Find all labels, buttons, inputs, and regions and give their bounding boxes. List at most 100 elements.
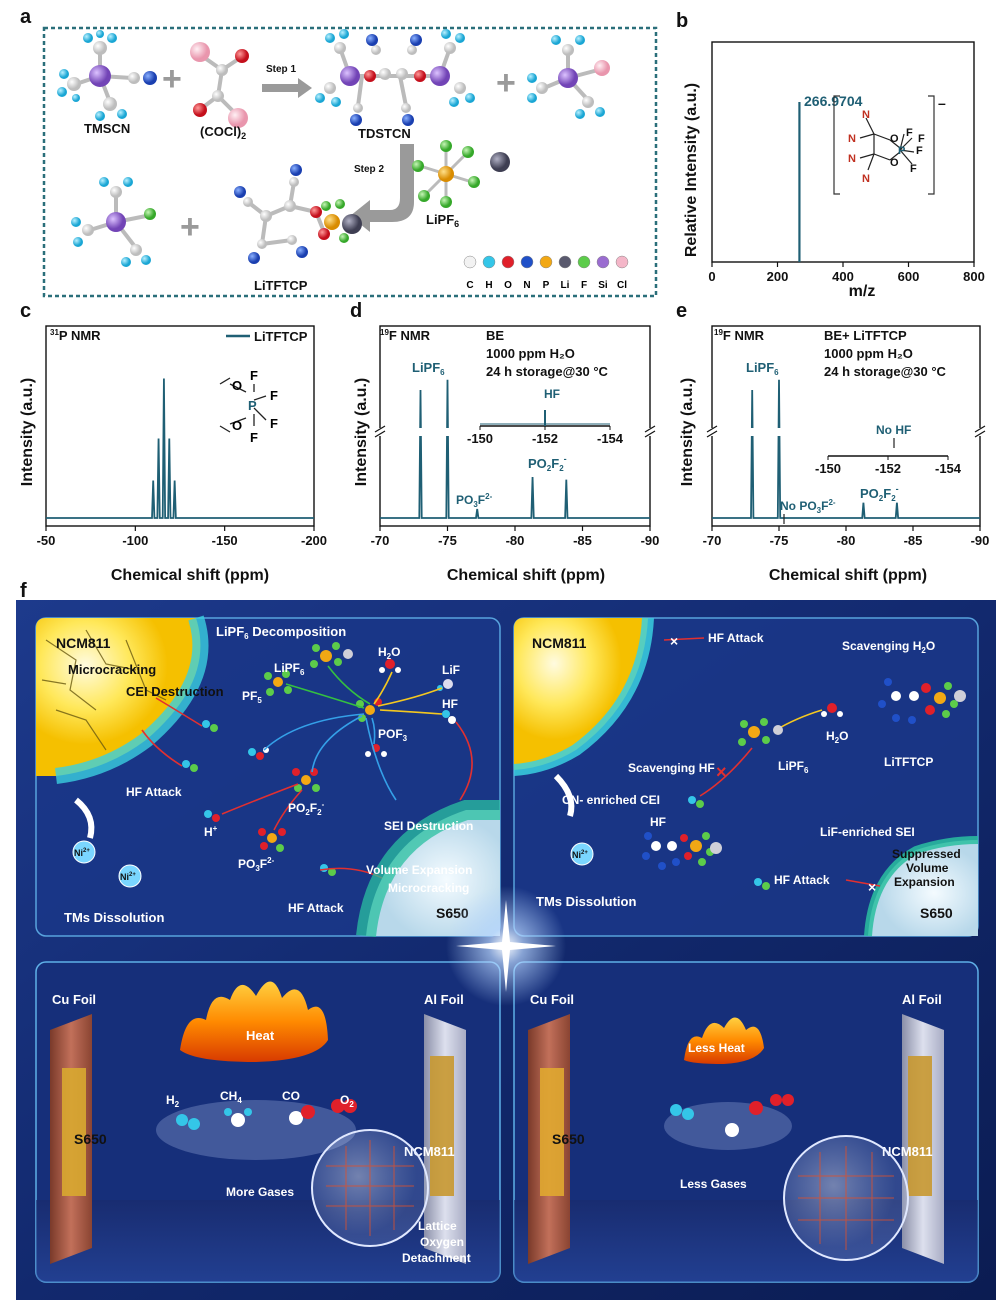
chart-e: Intensity (a.u.) -70 -75 -80 -85 -90 19F NMR… — [679, 325, 990, 584]
chart-c-frame — [45, 325, 315, 527]
legend-atom-N — [520, 255, 534, 269]
tr-litftcp-label: LiTFTCP — [884, 755, 933, 769]
tl-ncm-particle — [36, 618, 201, 776]
tr-suppressed-2: Volume — [906, 861, 949, 875]
tl-arrows — [141, 665, 473, 881]
chart-d-inset-tick-label: -152 — [532, 431, 558, 446]
chart-c: Intensity (a.u.) -50 -100 -150 -200 31P NMR… — [19, 325, 327, 584]
legend-atom-Li — [558, 255, 572, 269]
tr-h2o: H2O — [826, 729, 848, 745]
chart-e-xtick-label: -90 — [971, 533, 990, 548]
oxalyl-chloride-molecule — [190, 42, 249, 128]
tmsf-molecule — [71, 177, 156, 267]
tl-sei-label: SEI Destruction — [384, 819, 473, 833]
chart-b-frame — [711, 41, 975, 263]
chart-c-ylabel: Intensity (a.u.) — [19, 378, 36, 486]
chart-d-break-mask — [375, 428, 385, 436]
mol-b-f3: F — [910, 163, 917, 175]
tl-hf: HF — [442, 697, 458, 711]
tr-suppressed-1: Suppressed — [892, 847, 961, 861]
panel-label-d: d — [350, 300, 363, 322]
mol-b-o2: O — [890, 157, 899, 169]
legend-atom-F — [577, 255, 591, 269]
chart-e-break-mask — [975, 428, 985, 436]
tr-lif-sei: LiF-enriched SEI — [820, 825, 915, 839]
chart-b-xlabel: m/z — [849, 283, 876, 300]
br-cu-label: Cu Foil — [530, 992, 574, 1007]
tmscl-molecule — [527, 35, 610, 119]
chart-e-trace — [712, 379, 980, 519]
tl-ni-ion-2 — [118, 864, 142, 888]
chart-d-break — [374, 425, 386, 433]
tl-hf-attack: HF Attack — [126, 785, 182, 799]
tl-tms-label: TMs Dissolution — [64, 910, 164, 925]
br-lattice — [798, 1146, 894, 1250]
br-ncm-label: NCM811 — [882, 1144, 933, 1159]
chart-e-gap — [749, 428, 756, 436]
br-ncm-coating — [908, 1056, 932, 1196]
legend-label-Cl: Cl — [617, 280, 627, 291]
tdstcn-molecule — [315, 29, 475, 126]
step1-label: Step 1 — [266, 64, 296, 75]
tr-suppressed-3: Expansion — [894, 875, 955, 889]
mol-b-f2: F — [916, 145, 923, 157]
tl-lif: LiF — [442, 663, 460, 677]
tl-molecules — [182, 642, 456, 876]
bl-al-label: Al Foil — [424, 992, 464, 1007]
chart-b-xtick-label: 200 — [767, 269, 789, 284]
bl-gas-cloud — [156, 1099, 357, 1160]
chart-e-inset-tick-label: -150 — [815, 461, 841, 476]
tl-decomp-label: LiPF6 Decomposition — [216, 624, 346, 641]
legend-label-Si: Si — [598, 280, 608, 291]
legend-atom-Cl — [615, 255, 629, 269]
tr-s650-particle — [868, 840, 978, 936]
bl-co: CO — [282, 1089, 300, 1103]
tmscn-molecule — [57, 30, 157, 121]
tr-ncm-label: NCM811 — [532, 635, 587, 651]
chart-e-xlabel: Chemical shift (ppm) — [769, 567, 927, 584]
tl-micro2-label: Microcracking — [388, 881, 469, 895]
chart-d-xlabel: Chemical shift (ppm) — [447, 567, 605, 584]
chart-e-break — [974, 430, 986, 438]
legend-atom-H — [482, 255, 496, 269]
bl-lattice-2: Oxygen — [420, 1235, 464, 1249]
bl-lattice-3: Detachment — [402, 1251, 471, 1265]
tr-content: NCM811 HF Attack × Scavenging H2O LiTFTC… — [513, 617, 979, 937]
tr-block-mark-2: × — [716, 762, 727, 782]
tr-hf-attack2: HF Attack — [774, 873, 830, 887]
tr-scav-h2o: Scavenging H2O — [842, 639, 935, 655]
chart-e-break-mask — [707, 428, 717, 436]
chart-d-xtick-label: -80 — [506, 533, 525, 548]
br-heat-label: Less Heat — [688, 1041, 745, 1055]
chart-e-xtick-label: -75 — [770, 533, 789, 548]
mol-c-f1: F — [250, 368, 258, 383]
chart-b: Relative Intensity (a.u.) 0 200 400 600 800 … — [683, 41, 985, 300]
chart-c-xtick-label: -150 — [212, 533, 238, 548]
legend-label-H: H — [485, 280, 492, 291]
tl-ni-2: Ni2+ — [120, 872, 136, 882]
tr-ni-ion — [570, 842, 594, 866]
chart-b-charge: – — [938, 95, 946, 111]
plus-sign-1: + — [162, 60, 182, 98]
mol-c-p: P — [248, 398, 257, 413]
chart-e-cond-3: 24 h storage@30 °C — [824, 364, 947, 379]
chart-d-xtick-label: -85 — [573, 533, 592, 548]
chart-d-gap — [417, 428, 424, 436]
chart-d-inset-tick-label: -154 — [597, 431, 624, 446]
mol-c-f2: F — [270, 388, 278, 403]
chart-e-inset-tick-label: -152 — [875, 461, 901, 476]
oxalyl-label: (COCl)2 — [200, 124, 246, 141]
chart-b-xtick-label: 600 — [898, 269, 920, 284]
chart-c-xtick-label: -200 — [301, 533, 327, 548]
br-s650-coating — [540, 1068, 564, 1196]
legend-atom-P — [539, 255, 553, 269]
tr-hf-attack2-arrow — [845, 879, 881, 887]
chart-d-xtick-label: -70 — [371, 533, 390, 548]
tr-hf-attack: HF Attack — [708, 631, 764, 645]
tr-hf-attack-arrow — [663, 637, 705, 641]
chart-e-break — [706, 425, 718, 433]
tr-lipf6: LiPF6 — [778, 759, 809, 775]
br-content: Cu Foil Al Foil Less Heat S650 NCM811 Le… — [514, 992, 978, 1282]
step1-arrow — [262, 78, 312, 98]
mol-b-n2: N — [848, 133, 856, 145]
